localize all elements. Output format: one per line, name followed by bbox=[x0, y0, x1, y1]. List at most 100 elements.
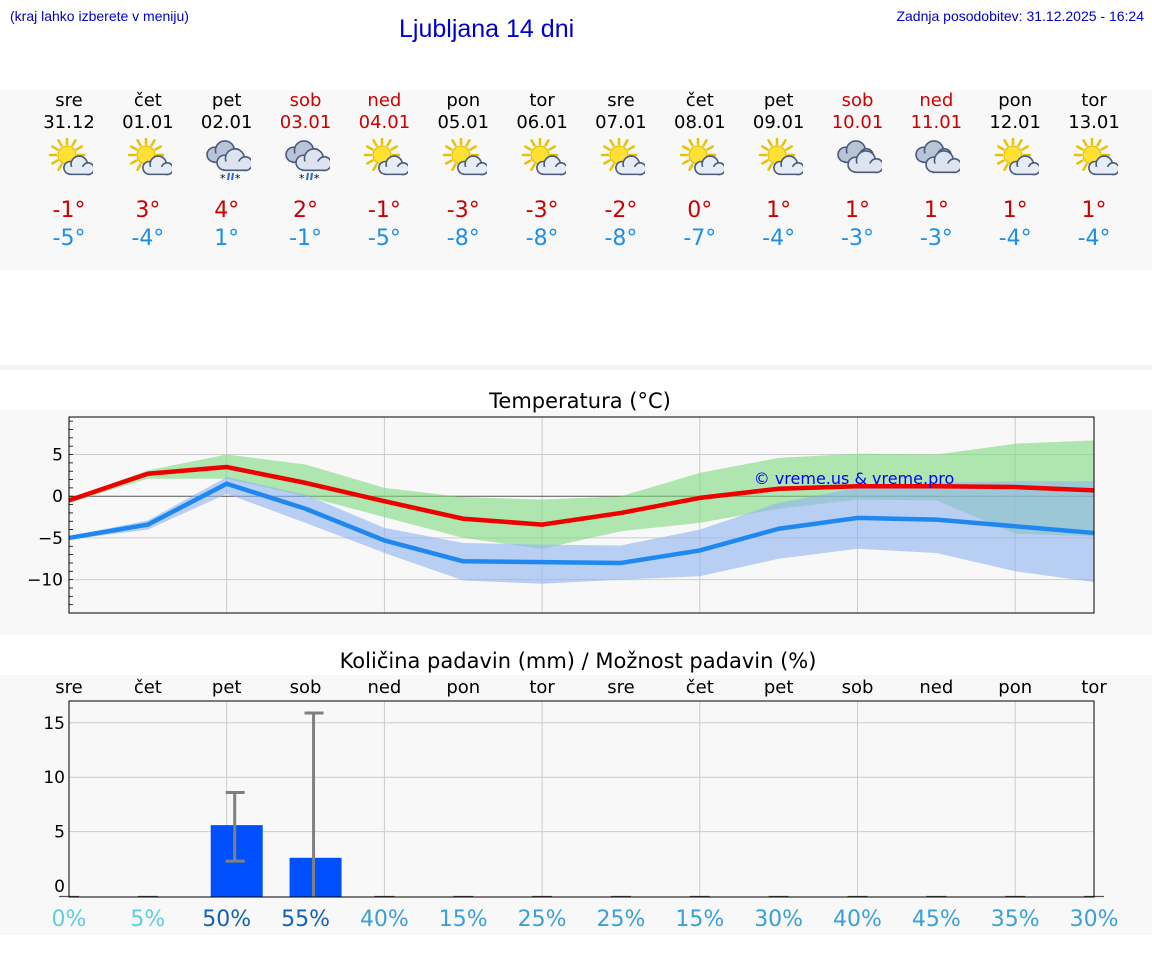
sun-cloud-icon bbox=[127, 138, 172, 176]
precip-probability-label: 15% bbox=[675, 907, 724, 932]
sun-ray bbox=[681, 145, 690, 151]
sun-ray bbox=[386, 139, 393, 147]
rain-drop bbox=[309, 172, 313, 181]
precip-probability-label: 40% bbox=[360, 907, 409, 932]
day-name: tor bbox=[1081, 90, 1107, 111]
sun-ray bbox=[530, 139, 536, 147]
cloud-body bbox=[700, 166, 719, 175]
sun-ray bbox=[1003, 163, 1009, 171]
sun-cloud-icon bbox=[679, 138, 724, 176]
sun-ray bbox=[766, 139, 773, 147]
cloudy-icon bbox=[915, 140, 961, 174]
precip-probability-label: 55% bbox=[281, 907, 330, 932]
sun-ray bbox=[57, 163, 63, 171]
precip-day-label: tor bbox=[529, 677, 555, 698]
sun-ray bbox=[760, 159, 769, 165]
precip-probability-label: 5% bbox=[130, 907, 165, 932]
cloud-icon bbox=[457, 155, 488, 176]
region-hint: (kraj lahko izberete v meniju) bbox=[10, 8, 189, 24]
sun-ray bbox=[1082, 163, 1088, 171]
sun-icon bbox=[1073, 138, 1111, 174]
day-date: 11.01 bbox=[910, 112, 963, 133]
precip-tick-label: 0 bbox=[54, 877, 65, 897]
daily-forecast-strip bbox=[0, 90, 1152, 270]
cloud-body bbox=[622, 166, 641, 175]
max-temp-range-band bbox=[69, 440, 1095, 549]
sun-ray bbox=[688, 163, 694, 171]
snow-flake: * bbox=[235, 172, 241, 182]
cloud-icon bbox=[615, 155, 645, 176]
day-name: sob bbox=[289, 90, 322, 111]
sun-ray bbox=[445, 145, 453, 151]
cloud-body bbox=[854, 163, 876, 173]
day-name: tor bbox=[529, 90, 555, 111]
sun-ray bbox=[623, 139, 629, 147]
sun-ray bbox=[627, 145, 635, 151]
sun-ray bbox=[465, 139, 471, 147]
cloud-icon bbox=[772, 155, 803, 176]
precipitation-chart: 15 10 5 0 sre čet pet sob ned pon tor sre čet pet sob n… bbox=[43, 677, 1118, 932]
precip-bar bbox=[289, 857, 342, 897]
temp-max: -1° bbox=[52, 198, 86, 223]
day-date: 12.01 bbox=[989, 112, 1041, 133]
sun-ray bbox=[997, 159, 1005, 165]
day-name: sob bbox=[841, 90, 874, 111]
sun-ray bbox=[51, 145, 59, 151]
sleet-icon: * * bbox=[220, 172, 241, 182]
sun-ray bbox=[445, 159, 453, 165]
temp-min: -8° bbox=[525, 226, 559, 251]
precip-day-label: ned bbox=[919, 677, 953, 698]
day-name: pon bbox=[998, 90, 1033, 111]
sun-ray bbox=[451, 163, 457, 171]
temp-max: 2° bbox=[293, 198, 319, 223]
cloud-body bbox=[149, 166, 168, 175]
precip-day-label: sre bbox=[607, 677, 634, 698]
section-divider bbox=[0, 365, 1152, 370]
cloudy-icon bbox=[836, 140, 882, 174]
day-name: pet bbox=[211, 90, 242, 111]
cloud-body bbox=[464, 166, 483, 175]
sun-ray bbox=[57, 139, 63, 147]
temp-max: 1° bbox=[923, 198, 949, 223]
sun-ray bbox=[154, 145, 162, 151]
day-name: čet bbox=[133, 90, 162, 111]
sun-cloud-icon bbox=[600, 138, 645, 176]
temp-max: -3° bbox=[446, 198, 480, 223]
sun-ray bbox=[150, 139, 156, 147]
sun-cloud-icon bbox=[48, 138, 93, 176]
temp-tick-label: −5 bbox=[38, 529, 63, 549]
precip-day-label: pet bbox=[212, 677, 242, 698]
cloud-icon bbox=[536, 155, 567, 176]
sleet-icon: * * bbox=[299, 172, 320, 182]
cloud-icon bbox=[63, 155, 93, 176]
cloud-icon bbox=[1009, 155, 1040, 176]
precip-probability-label: 50% bbox=[202, 907, 251, 932]
rain-drop bbox=[226, 172, 230, 181]
cloud-icon bbox=[215, 148, 251, 172]
precip-tick-label: 10 bbox=[43, 768, 65, 788]
precip-day-label: pet bbox=[764, 677, 794, 698]
precip-day-label: tor bbox=[1081, 677, 1107, 698]
precip-day-label: čet bbox=[686, 677, 714, 698]
cloud-body bbox=[70, 166, 89, 175]
day-name: sre bbox=[55, 90, 83, 111]
cloud-body bbox=[1095, 166, 1114, 175]
max-temp-line bbox=[68, 464, 1095, 527]
min-temp-range-band bbox=[69, 477, 1095, 584]
sun-icon bbox=[443, 138, 480, 174]
temp-max: 1° bbox=[766, 198, 792, 223]
sun-ray bbox=[702, 139, 708, 147]
precip-probability-label: 25% bbox=[596, 907, 645, 932]
day-date: 09.01 bbox=[752, 112, 805, 133]
day-date: 05.01 bbox=[437, 112, 490, 133]
precip-plot-frame bbox=[68, 700, 1095, 898]
day-name: pon bbox=[446, 90, 481, 111]
temp-max: 3° bbox=[135, 198, 161, 223]
cloud-icon bbox=[378, 155, 409, 176]
cloud-sleet-icon: * * bbox=[205, 140, 251, 182]
temp-max: 1° bbox=[845, 198, 870, 223]
sun-ray bbox=[1096, 139, 1102, 147]
sun-ray bbox=[766, 163, 773, 171]
sun-ray bbox=[51, 159, 59, 165]
sun-cloud-icon bbox=[443, 138, 488, 176]
